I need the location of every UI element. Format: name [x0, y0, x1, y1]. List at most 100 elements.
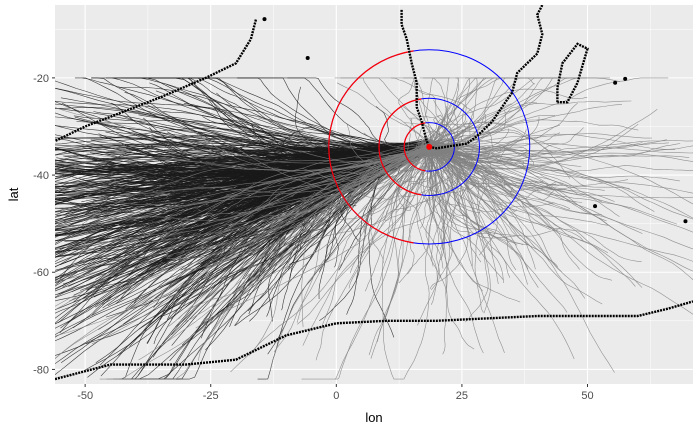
coastline: [400, 5, 544, 150]
x-tick-label: 25: [456, 390, 468, 402]
track-line: [407, 145, 432, 275]
track-line: [143, 146, 431, 280]
track-line: [434, 130, 570, 179]
track-line: [230, 145, 427, 373]
y-tick-label: -80: [33, 364, 49, 376]
track-line: [94, 148, 426, 308]
track-line: [424, 144, 693, 220]
track-line: [426, 144, 677, 225]
track-line: [157, 146, 431, 244]
y-tick-label: -60: [33, 267, 49, 279]
track-line: [73, 115, 426, 154]
origin-marker: [426, 143, 433, 150]
track-line: [55, 107, 436, 152]
track-line: [428, 148, 603, 305]
track-line: [363, 142, 438, 254]
track-line: [55, 146, 430, 359]
track-line: [422, 141, 586, 187]
coastline: [55, 300, 693, 381]
track-line: [423, 144, 495, 225]
track-line: [334, 77, 436, 149]
track-line: [430, 100, 632, 144]
track-line: [431, 145, 491, 314]
track-line: [203, 148, 436, 321]
track-line: [433, 143, 582, 167]
track-line: [428, 147, 523, 191]
island: [262, 17, 267, 22]
island: [623, 76, 628, 81]
track-line: [211, 147, 430, 308]
track-line: [91, 127, 426, 145]
y-tick-label: -40: [33, 170, 49, 182]
track-line: [358, 146, 431, 190]
track-line: [258, 117, 433, 164]
track-line: [436, 104, 622, 147]
track-line: [55, 147, 428, 213]
track-line: [414, 88, 474, 148]
track-line: [231, 144, 432, 275]
track-line: [55, 145, 431, 256]
range-circle-arc: [378, 98, 422, 196]
track-line: [248, 148, 427, 356]
track-line: [435, 145, 536, 270]
track-line: [419, 152, 557, 192]
y-tick-label: -20: [33, 73, 49, 85]
track-line: [55, 146, 421, 223]
track-line: [348, 144, 437, 289]
x-tick-label: 0: [333, 390, 339, 402]
track-line: [422, 136, 534, 165]
track-line: [432, 145, 693, 219]
track-line: [87, 139, 429, 289]
track-line: [297, 145, 431, 325]
track-line: [370, 145, 444, 359]
track-line: [301, 149, 423, 380]
track-line: [133, 145, 440, 246]
track-line: [438, 146, 571, 210]
track-line: [430, 147, 516, 239]
track-line: [106, 77, 429, 151]
track-line: [384, 146, 437, 221]
track-line: [55, 148, 435, 173]
track-line: [55, 148, 420, 307]
track-line: [420, 145, 483, 292]
track-line: [429, 77, 563, 146]
island: [305, 55, 310, 60]
track-line: [370, 142, 435, 264]
track-line: [432, 121, 553, 153]
track-line: [91, 77, 426, 153]
track-line: [55, 145, 427, 283]
track-line: [431, 143, 555, 213]
track-line: [301, 149, 430, 328]
track-line: [55, 146, 425, 337]
track-line: [417, 128, 510, 153]
track-line: [421, 120, 468, 147]
track-line: [421, 117, 494, 149]
x-tick-label: 50: [581, 390, 593, 402]
track-line: [237, 145, 434, 191]
island: [683, 219, 688, 224]
y-axis-ticks: -20 -40 -60 -80: [33, 73, 55, 376]
track-line: [426, 146, 693, 205]
track-line: [403, 77, 435, 148]
track-line: [421, 129, 561, 150]
track-line: [425, 147, 477, 187]
track-line: [426, 77, 610, 146]
range-circle-arc: [328, 50, 414, 244]
track-line: [79, 146, 425, 173]
track-line: [97, 146, 431, 200]
track-line: [144, 144, 429, 197]
track-line: [216, 92, 426, 157]
track-line: [427, 102, 538, 148]
track-line: [427, 151, 445, 260]
track-line: [358, 77, 433, 145]
track-line: [425, 151, 442, 278]
x-axis-ticks: -50 -25 0 25 50: [77, 384, 594, 402]
track-line: [425, 77, 492, 161]
track-line: [403, 146, 435, 380]
track-line: [248, 147, 430, 218]
track-line: [270, 151, 434, 369]
x-tick-label: -25: [203, 390, 219, 402]
track-line: [145, 106, 429, 152]
y-axis-title: lat: [6, 187, 21, 201]
